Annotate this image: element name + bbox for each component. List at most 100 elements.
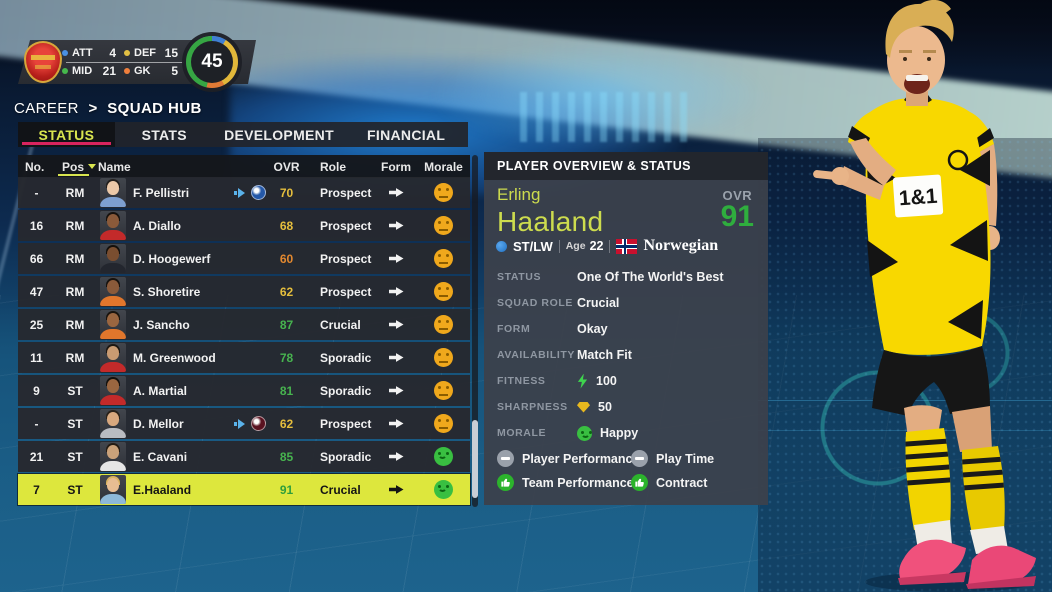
player-position: ST/LW [513,238,553,254]
table-row[interactable]: 47 RM S. Shoretire 62 Prospect [18,276,470,307]
player-photo-haaland: 1&1 [813,0,1036,592]
form-steady-arrow-icon [388,287,404,296]
portrait-head [106,445,119,459]
table-row[interactable]: 21 ST E. Cavani 85 Sporadic [18,441,470,472]
table-scrollbar-track[interactable] [472,155,478,507]
row-number: 16 [29,218,44,233]
form-steady-arrow-icon [388,254,404,263]
portrait-head [106,379,119,393]
tab-status-label: STATUS [38,126,95,143]
tab-financial[interactable]: FINANCIAL [344,122,468,147]
ovr-value: 85 [279,449,294,464]
table-row[interactable]: 25 RM J. Sancho 87 Crucial [18,309,470,340]
table-row[interactable]: 66 RM D. Hoogewerf 60 Prospect [18,243,470,274]
header-pos-sortable[interactable]: Pos [55,155,97,178]
field-value: 100 [596,374,617,388]
row-number: 21 [29,449,44,464]
table-row[interactable]: 9 ST A. Martial 81 Sporadic [18,375,470,406]
table-row[interactable]: - RM F. Pellistri 70 Prospect [18,177,470,208]
morale-neutral-face-icon [434,216,453,235]
squad-total-value: 45 [201,51,223,72]
player-ovr-value: 91 [720,200,754,233]
portrait-shirt [99,296,126,306]
player-status-chips: Player Performance Play Time Team Performa… [497,450,714,491]
role-value: Sporadic [320,383,372,398]
field-value-wrap: Happy [577,425,639,441]
tab-bar: STATUS STATS DEVELOPMENT FINANCIAL [18,122,468,147]
ovr-value: 87 [279,317,294,332]
morale-cell [417,381,470,400]
norway-flag-icon [616,238,638,254]
tab-status[interactable]: STATUS [18,122,115,147]
status-chip-play-time: Play Time [631,450,714,467]
gk-dot-icon [124,68,130,74]
ovr-value: 78 [279,350,294,365]
player-name: D. Mellor [133,416,184,431]
header-form: Form [381,159,411,174]
player-portrait-cell [95,211,130,240]
role-value: Crucial [320,317,361,332]
player-name-cell: D. Hoogewerf [130,252,270,266]
header-name: Name [98,159,131,174]
sharpness-diamond-icon [577,401,590,413]
portrait-shirt [99,197,126,207]
form-cell [375,419,417,429]
header-no: No. [25,159,45,174]
table-row[interactable]: 16 RM A. Diallo 68 Prospect [18,210,470,241]
ovr-value: 81 [279,383,294,398]
player-name-block: Erling Haaland [497,185,603,238]
form-steady-arrow-icon [388,485,404,494]
table-scrollbar-thumb[interactable] [472,420,478,498]
morale-cell [417,249,470,268]
chip-label: Contract [656,475,708,490]
status-field: STATUS One Of The World's Best [497,264,755,290]
player-name: S. Shoretire [133,284,201,299]
field-value: Happy [600,426,639,440]
morale-cell [417,480,470,499]
breadcrumb-separator: > [88,100,98,117]
role-value: Sporadic [320,350,372,365]
tab-stats[interactable]: STATS [115,122,214,147]
player-name-cell: E.Haaland [130,483,270,497]
stat-gk: GK 5 [124,62,186,80]
player-ovr-label: OVR [722,188,753,203]
gk-label: GK [134,65,151,77]
portrait-head [106,313,119,327]
panel-title: PLAYER OVERVIEW & STATUS [484,152,768,180]
form-cell [375,188,417,198]
field-value-wrap: Crucial [577,296,619,310]
player-name: D. Hoogewerf [133,251,211,266]
player-name-cell: E. Cavani [130,450,270,464]
field-value: One Of The World's Best [577,270,724,284]
ovr-value: 91 [279,482,294,497]
tab-development[interactable]: DEVELOPMENT [214,122,345,147]
field-value: Crucial [577,296,620,310]
morale-happy-face-icon [434,480,453,499]
row-position: ST [67,416,83,431]
row-number: 9 [33,383,40,398]
status-chip-player-performance: Player Performance [497,450,639,467]
form-steady-arrow-icon [388,188,404,197]
player-name: E. Cavani [133,449,188,464]
player-name: E.Haaland [133,482,192,497]
field-label: AVAILABILITY [497,349,575,361]
morale-cell [417,216,470,235]
sort-descending-icon [88,164,97,169]
status-field: FORM Okay [497,316,755,342]
form-steady-arrow-icon [388,221,404,230]
club-crest-man-united [24,41,62,83]
row-position: ST [67,383,83,398]
table-row[interactable]: - ST D. Mellor 62 Prospect [18,408,470,439]
row-number: 47 [29,284,44,299]
portrait-shirt [99,428,126,438]
table-row[interactable]: 11 RM M. Greenwood 78 Sporadic [18,342,470,373]
background-cyan-pixels [520,92,690,142]
table-row[interactable]: 7 ST E.Haaland 91 Crucial [18,474,470,505]
form-cell [375,353,417,363]
role-value: Prospect [320,185,372,200]
portrait-head [106,247,119,261]
row-position: RM [65,284,85,299]
club-position-stats: ATT 4 DEF 15 MID 21 GK 5 [62,44,186,80]
morale-neutral-face-icon [434,315,453,334]
field-value: Match Fit [577,348,632,362]
